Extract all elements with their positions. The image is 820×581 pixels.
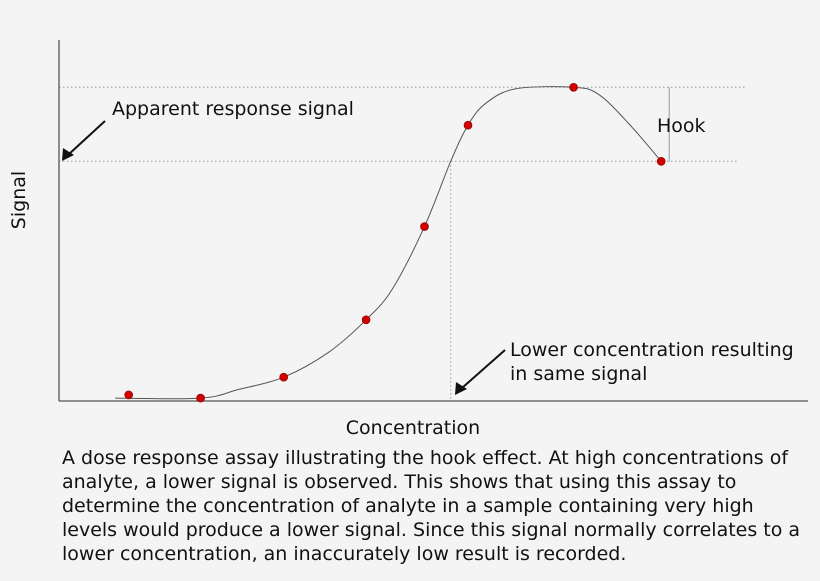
annotation-lower-concentration-line1: Lower concentration resulting [510, 339, 794, 361]
y-axis-label: Signal [8, 171, 30, 229]
data-point-2 [196, 393, 205, 403]
data-point-4 [361, 315, 371, 325]
guide-lines [59, 86, 746, 401]
data-points [124, 83, 666, 403]
data-point-5 [420, 222, 429, 231]
annotation-hook: Hook [657, 115, 706, 137]
figure-caption: A dose response assay illustrating the h… [62, 447, 801, 565]
response-curve [115, 86, 662, 400]
data-point-1 [124, 390, 133, 400]
annotation-apparent-signal: Apparent response signal [112, 98, 354, 120]
data-point-8 [656, 157, 666, 166]
data-point-3 [279, 372, 289, 382]
arrow-lower-concentration [455, 349, 506, 395]
data-point-7 [569, 83, 578, 92]
x-axis-label: Concentration [346, 417, 480, 439]
hook-effect-chart: Signal Concentration Apparent response s… [8, 40, 808, 439]
data-point-6 [463, 120, 473, 130]
annotation-lower-concentration-line2: in same signal [510, 363, 647, 385]
arrow-apparent-signal [62, 120, 106, 161]
